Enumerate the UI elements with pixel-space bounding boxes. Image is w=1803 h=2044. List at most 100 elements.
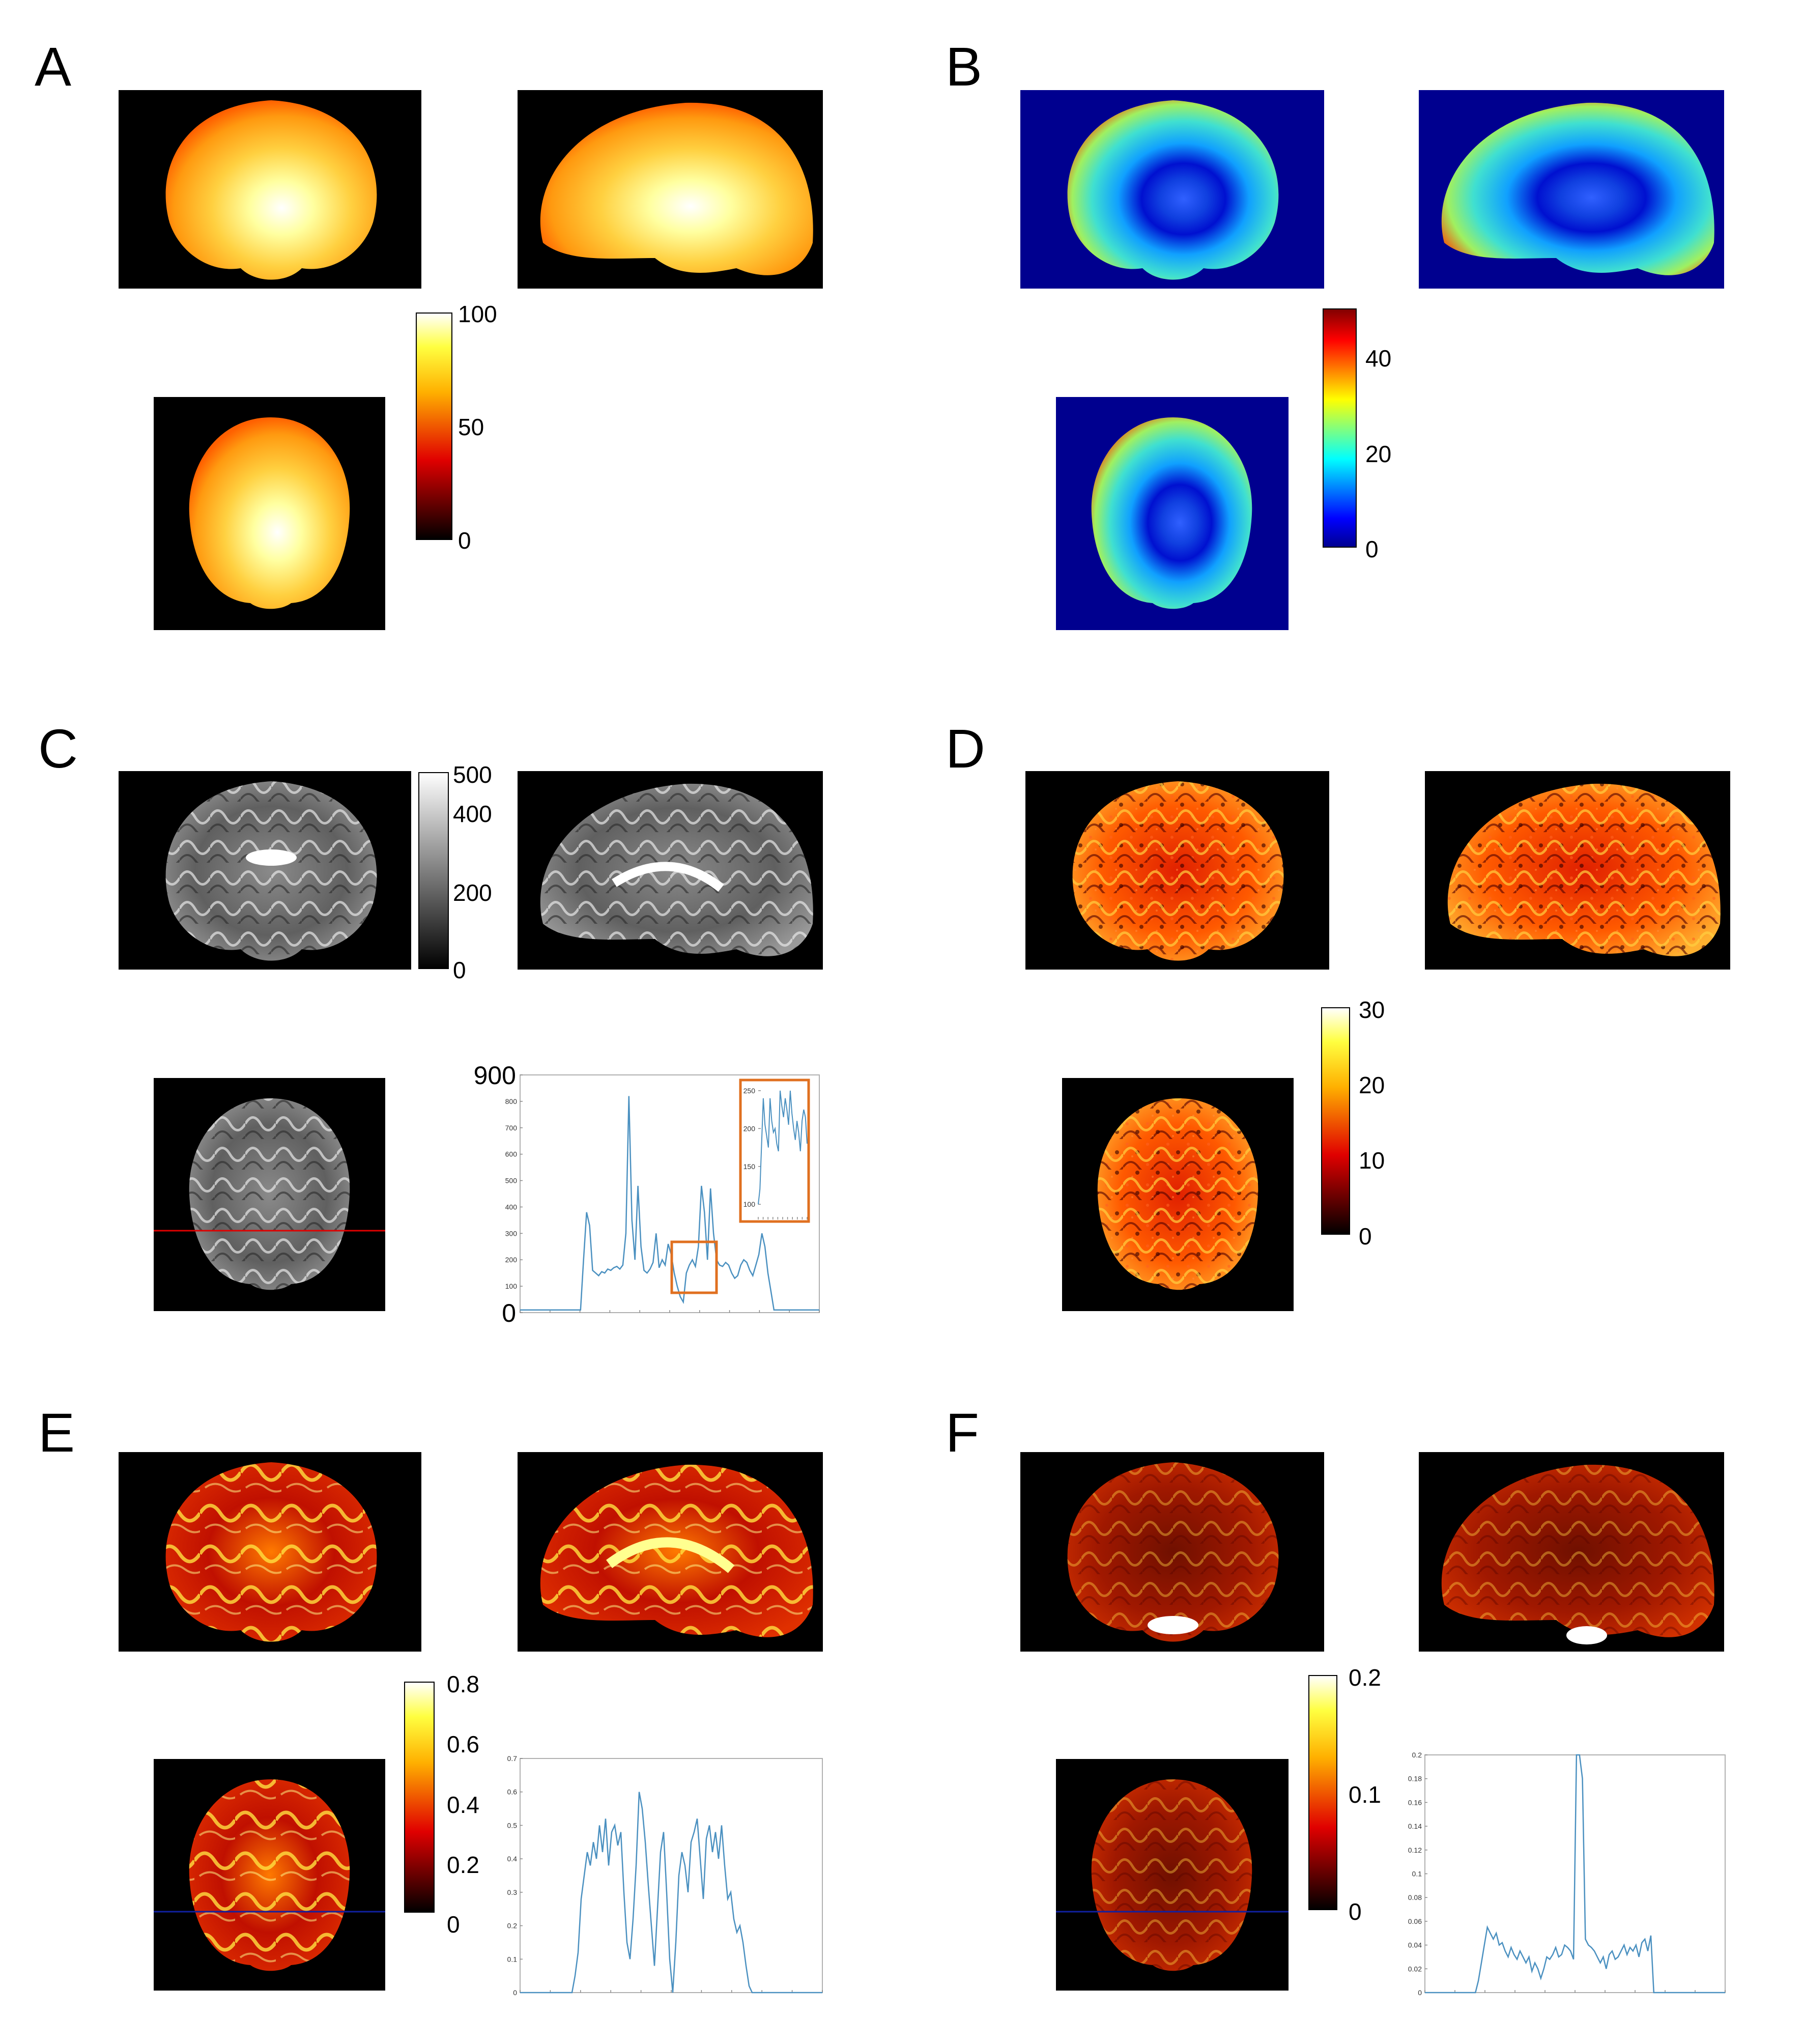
sagittal-image xyxy=(1425,771,1730,970)
colorbar: 40 20 0 xyxy=(1323,308,1391,562)
y-tick-label: 0 xyxy=(513,1989,517,1997)
y-tick-label: 0 xyxy=(1418,1989,1422,1997)
colorbar-tick: 30 xyxy=(1359,997,1385,1023)
sagittal-image xyxy=(518,771,823,970)
profile-series xyxy=(520,1096,819,1311)
y-tick-label: 0.14 xyxy=(1408,1822,1422,1830)
panel-label: B xyxy=(946,36,982,97)
y-tick-label: 0.06 xyxy=(1408,1917,1422,1925)
colorbar-tick: 10 xyxy=(1359,1147,1385,1174)
panel-label: F xyxy=(946,1402,979,1463)
y-tick-label: 400 xyxy=(505,1203,518,1211)
y-tick-label: 800 xyxy=(505,1097,518,1105)
y-tick-label: 250 xyxy=(743,1087,756,1095)
colorbar: 0.8 0.6 0.4 0.2 0 xyxy=(404,1671,479,1938)
panel-a: A 100 50 0 xyxy=(35,36,823,630)
y-tick-label: 0 xyxy=(502,1299,516,1327)
zoom-box xyxy=(670,1240,718,1294)
y-tick-label: 0.4 xyxy=(507,1855,518,1863)
y-tick-label: 0.2 xyxy=(507,1922,518,1930)
colorbar-tick: 0 xyxy=(453,957,466,983)
y-tick-label: 0.08 xyxy=(1408,1893,1422,1901)
colorbar-tick: 20 xyxy=(1365,441,1391,467)
sagittal-image xyxy=(1419,1452,1724,1652)
colorbar-tick: 0 xyxy=(447,1911,460,1938)
colorbar-tick: 20 xyxy=(1359,1072,1385,1098)
colorbar: 100 50 0 xyxy=(416,301,497,554)
profile-series xyxy=(1425,1754,1725,1994)
y-tick-label: 0.12 xyxy=(1408,1846,1422,1854)
colorbar-tick: 0.1 xyxy=(1349,1781,1381,1808)
colorbar-tick: 500 xyxy=(453,761,492,788)
colorbar-tick: 0.4 xyxy=(447,1792,479,1818)
panel-b: B 40 20 0 xyxy=(946,36,1724,630)
colorbar-tick: 100 xyxy=(458,301,497,327)
colorbar-tick: 0.2 xyxy=(1349,1664,1381,1691)
colorbar-tick: 0.2 xyxy=(447,1852,479,1878)
panel-e: E 0.8 0.6 0.4 0.2 0 0.70.60. xyxy=(38,1402,823,1997)
sagittal-image xyxy=(1419,90,1724,289)
axial-image xyxy=(1062,1078,1294,1311)
axial-image xyxy=(1056,397,1289,630)
y-tick-label: 500 xyxy=(505,1177,518,1185)
profile-plot: 0.2 0.18 0.16 0.14 0.12 0.1 0.08 0.06 0.04 0.02 0 xyxy=(1408,1751,1726,1997)
colorbar-tick: 0 xyxy=(1349,1898,1362,1925)
colorbar-tick: 40 xyxy=(1365,345,1391,372)
coronal-image xyxy=(119,1452,421,1652)
sagittal-image xyxy=(518,1452,823,1652)
colorbar-tick: 200 xyxy=(453,879,492,906)
y-tick-label: 200 xyxy=(505,1256,518,1264)
coronal-image xyxy=(119,771,411,970)
profile-plot: 0.7 0.6 0.5 0.4 0.3 0.2 0.1 0 xyxy=(507,1754,823,1997)
y-tick-label: 700 xyxy=(505,1124,518,1132)
axial-image xyxy=(154,1078,385,1311)
y-tick-label: 300 xyxy=(505,1229,518,1237)
coronal-image xyxy=(1025,771,1329,970)
coronal-image xyxy=(119,90,421,289)
colorbar: 500 400 200 0 xyxy=(418,761,492,983)
y-tick-label: 0.02 xyxy=(1408,1965,1422,1973)
y-tick-label: 200 xyxy=(743,1124,756,1132)
y-tick-label: 0.7 xyxy=(507,1754,518,1763)
colorbar-tick: 0 xyxy=(1359,1223,1372,1250)
sagittal-image xyxy=(518,90,823,289)
y-tick-label: 100 xyxy=(505,1282,518,1290)
y-tick-label: 0.1 xyxy=(507,1955,518,1963)
colorbar-tick: 0 xyxy=(458,527,471,554)
coronal-image xyxy=(1020,1452,1324,1652)
colorbar-tick: 0.8 xyxy=(447,1671,479,1697)
panel-d: D 30 20 10 0 xyxy=(946,718,1730,1311)
coronal-image xyxy=(1020,90,1324,289)
colorbar-tick: 0 xyxy=(1365,536,1379,562)
inset-plot: 250 200 150 100 xyxy=(739,1078,810,1223)
axial-image xyxy=(154,397,385,630)
colorbar-tick: 400 xyxy=(453,801,492,827)
y-tick-label: 0.18 xyxy=(1408,1775,1422,1783)
y-tick-label: 0.16 xyxy=(1408,1798,1422,1806)
axial-image xyxy=(154,1759,385,1991)
colorbar-tick: 0.6 xyxy=(447,1731,479,1757)
panel-label: C xyxy=(38,718,78,779)
y-tick-label: 600 xyxy=(505,1150,518,1158)
y-tick-label: 0.3 xyxy=(507,1888,518,1896)
colorbar: 0.2 0.1 0 xyxy=(1308,1664,1381,1925)
y-tick-label: 0.2 xyxy=(1412,1751,1422,1759)
profile-series xyxy=(520,1792,822,1994)
panel-label: A xyxy=(35,36,71,97)
panel-label: E xyxy=(38,1402,75,1463)
colorbar-tick: 50 xyxy=(458,414,484,440)
y-tick-label: 0.04 xyxy=(1408,1941,1422,1949)
y-tick-label: 900 xyxy=(474,1061,516,1090)
y-tick-label: 0.6 xyxy=(507,1788,518,1796)
panel-f: F 0.2 0.1 0 0.20.180.160.140.120. xyxy=(946,1402,1726,1997)
y-tick-label: 0.5 xyxy=(507,1821,518,1829)
axial-image xyxy=(1056,1759,1289,1991)
profile-plot: 900 800 700 600 500 400 300 200 100 0 250 200 150 10… xyxy=(474,1061,820,1327)
panel-label: D xyxy=(946,718,985,779)
colorbar: 30 20 10 0 xyxy=(1321,997,1385,1250)
y-tick-label: 100 xyxy=(743,1200,756,1208)
y-tick-label: 150 xyxy=(743,1162,756,1171)
y-tick-label: 0.1 xyxy=(1412,1870,1422,1878)
panel-c: C 500 400 200 0 900 800 xyxy=(38,718,823,1327)
